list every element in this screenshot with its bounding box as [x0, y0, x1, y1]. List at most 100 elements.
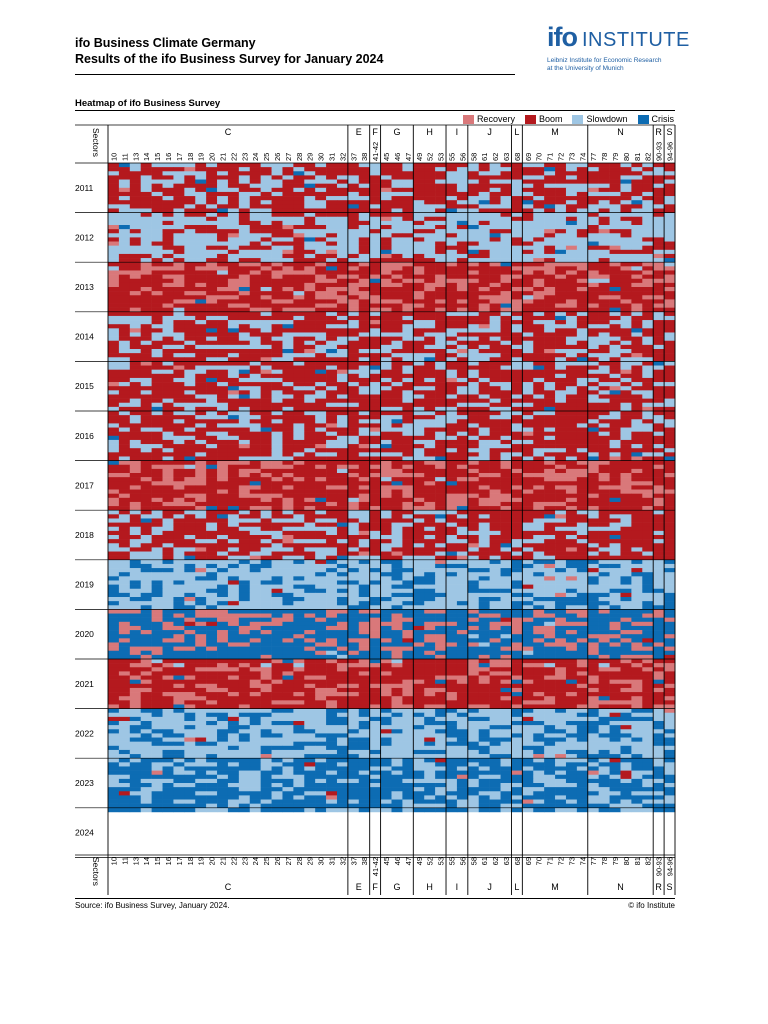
heatmap-cell	[489, 258, 501, 263]
heatmap-cell	[555, 303, 567, 308]
heatmap-cell	[162, 179, 174, 184]
heatmap-cell	[653, 452, 665, 457]
heatmap-cell	[631, 340, 643, 346]
heatmap-cell	[533, 468, 545, 474]
heatmap-cell	[424, 191, 436, 197]
heatmap-cell	[206, 448, 218, 453]
heatmap-cell	[653, 274, 665, 280]
heatmap-cell	[227, 439, 240, 445]
heatmap-cell	[489, 373, 501, 379]
heatmap-cell	[653, 361, 665, 366]
heatmap-cell	[424, 506, 436, 511]
heatmap-cell	[609, 501, 621, 507]
heatmap-cell	[336, 369, 349, 375]
heatmap-cell	[565, 258, 578, 263]
heatmap-cell	[227, 299, 240, 304]
heatmap-cell	[271, 258, 283, 263]
heatmap-cell	[260, 415, 272, 420]
heatmap-cell	[326, 204, 338, 209]
heatmap-cell	[293, 237, 305, 242]
heatmap-cell	[544, 270, 556, 275]
heatmap-cell	[326, 489, 338, 494]
heatmap-cell	[380, 299, 392, 304]
heatmap-cell	[173, 489, 185, 494]
heatmap-cell	[456, 258, 469, 263]
heatmap-cell	[522, 439, 534, 445]
heatmap-cell	[500, 456, 512, 461]
heatmap-cell	[129, 163, 142, 168]
heatmap-cell	[140, 555, 152, 561]
heatmap-cell	[271, 373, 283, 379]
heatmap-cell	[129, 431, 142, 437]
heatmap-cell	[435, 278, 447, 284]
heatmap-cell	[336, 543, 349, 548]
heatmap-cell	[151, 237, 163, 242]
heatmap-cell	[282, 510, 294, 515]
heatmap-cell	[282, 311, 294, 317]
heatmap-cell	[336, 468, 349, 474]
heatmap-cell	[206, 526, 218, 532]
heatmap-cell	[664, 344, 676, 350]
heatmap-cell	[162, 171, 174, 176]
heatmap-cell	[162, 555, 174, 561]
heatmap-cell	[511, 171, 523, 176]
heatmap-cell	[413, 229, 425, 234]
heatmap-cell	[206, 212, 218, 218]
heatmap-cell	[217, 435, 229, 441]
heatmap-cell	[424, 175, 436, 180]
heatmap-cell	[424, 167, 436, 172]
heatmap-cell	[140, 336, 152, 342]
heatmap-cell	[162, 167, 174, 172]
heatmap-cell	[369, 390, 381, 395]
heatmap-cell	[522, 171, 534, 176]
heatmap-cell	[304, 460, 316, 466]
heatmap-cell	[151, 249, 163, 255]
heatmap-cell	[369, 187, 381, 193]
heatmap-cell	[184, 435, 196, 441]
heatmap-cell	[631, 163, 643, 168]
heatmap-cell	[369, 204, 381, 209]
heatmap-cell	[369, 349, 381, 354]
heatmap-cell	[587, 402, 599, 408]
heatmap-cell	[544, 435, 556, 441]
heatmap-cell	[576, 514, 589, 519]
heatmap-cell	[271, 233, 283, 238]
heatmap-cell	[369, 543, 381, 548]
heatmap-cell	[587, 274, 599, 280]
heatmap-cell	[238, 473, 251, 478]
heatmap-cell	[162, 386, 174, 391]
heatmap-cell	[533, 303, 545, 308]
heatmap-cell	[500, 191, 512, 197]
heatmap-cell	[456, 324, 469, 329]
heatmap-cell	[238, 274, 251, 280]
heatmap-cell	[140, 501, 152, 507]
heatmap-cell	[511, 353, 523, 358]
heatmap-cell	[642, 311, 654, 317]
heatmap-cell	[435, 303, 447, 308]
heatmap-cell	[653, 245, 665, 251]
heatmap-cell	[151, 171, 163, 176]
heatmap-cell	[456, 220, 469, 226]
heatmap-cell	[533, 493, 545, 499]
heatmap-cell	[576, 328, 589, 333]
heatmap-cell	[129, 394, 142, 399]
heatmap-cell	[424, 278, 436, 284]
heatmap-cell	[326, 435, 338, 441]
heatmap-cell	[609, 253, 621, 259]
heatmap-cell	[260, 369, 272, 375]
heatmap-cell	[184, 398, 196, 404]
heatmap-cell	[446, 530, 458, 536]
heatmap-cell	[522, 270, 534, 275]
heatmap-cell	[347, 295, 360, 300]
heatmap-cell	[358, 464, 370, 470]
heatmap-cell	[380, 398, 392, 404]
heatmap-cell	[435, 464, 447, 470]
heatmap-cell	[326, 225, 338, 230]
heatmap-cell	[173, 171, 185, 176]
heatmap-cell	[391, 489, 403, 494]
heatmap-cell	[522, 183, 534, 189]
heatmap-cell	[282, 225, 294, 230]
heatmap-cell	[282, 555, 294, 561]
heatmap-cell	[336, 419, 349, 424]
heatmap-cell	[380, 477, 392, 482]
